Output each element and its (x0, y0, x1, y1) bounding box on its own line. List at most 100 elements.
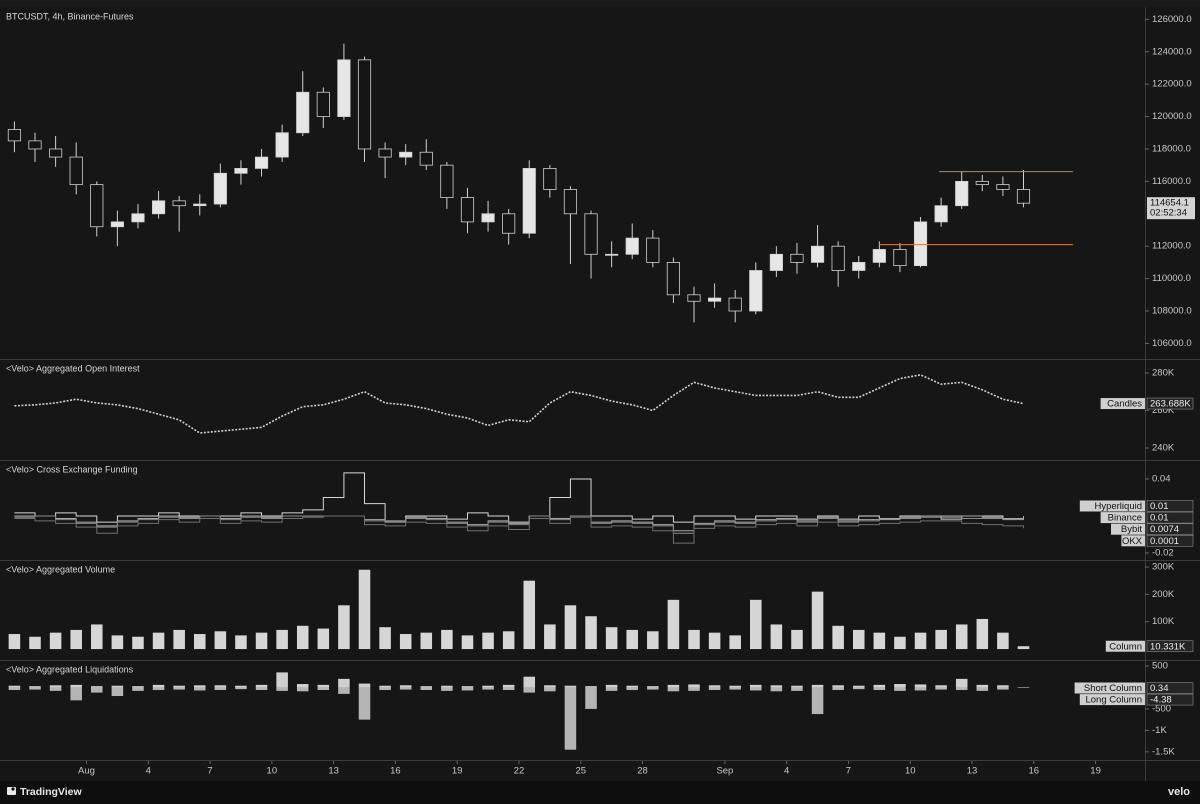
x-tick-label: Aug (78, 766, 95, 777)
x-tick-label: 10 (267, 766, 278, 777)
volume-bar (214, 631, 227, 650)
volume-bar (296, 625, 309, 650)
legend-value-box (1146, 682, 1194, 694)
liquidation-bar (688, 687, 700, 691)
legend-value: 0.34 (1150, 683, 1169, 694)
liquidation-bar (91, 686, 103, 688)
liquidation-bar (667, 687, 680, 692)
candle-body (7, 129, 21, 142)
volume-bar (832, 625, 844, 650)
legend-value-box (1146, 523, 1194, 536)
volume-bar (894, 636, 906, 650)
countdown: 02:52:34 (1150, 208, 1187, 219)
volume-bar (997, 632, 1009, 650)
liquidation-bar (461, 687, 474, 691)
legend-value: 0.01 (1150, 513, 1169, 524)
liquidation-bar (914, 684, 927, 688)
x-tick-label: 13 (967, 766, 978, 777)
x-tick-label: 19 (1090, 766, 1101, 777)
liquidation-bar (894, 684, 906, 688)
candle-body (378, 148, 392, 158)
candle-body (90, 184, 104, 228)
volume-bar (29, 636, 41, 650)
y-tick-label: 120000.0 (1152, 111, 1192, 122)
liquidation-bar (235, 687, 247, 690)
liquidation-bar (296, 687, 309, 692)
x-tick-label: 7 (207, 766, 212, 777)
liquidation-bar (132, 687, 144, 691)
volume-bar (935, 629, 947, 650)
liquidation-bar (70, 684, 82, 688)
liquidation-bar (152, 684, 165, 688)
volume-bar (852, 629, 865, 650)
volume-bar (358, 569, 371, 650)
candle-body (625, 237, 639, 255)
liquidation-bar (8, 685, 21, 688)
liquidation-bar (750, 687, 762, 691)
liquidation-bar (461, 686, 474, 688)
candle-body (852, 261, 866, 271)
liquidation-bar (955, 687, 968, 691)
candle-body (254, 156, 269, 169)
liquidation-bar (832, 685, 844, 688)
pane-marks (14, 472, 1024, 544)
volume-bar (750, 599, 762, 650)
y-tick-label: 116000.0 (1152, 176, 1191, 187)
volume-bar (1017, 646, 1030, 650)
candle-body (687, 294, 701, 302)
candle-body (975, 180, 989, 186)
x-tick-label: Sep (716, 766, 733, 777)
liquidation-bar (111, 685, 124, 688)
volume-bar (8, 634, 21, 650)
liquidation-bar (255, 687, 268, 691)
pane-title: <Velo> Aggregated Volume (6, 564, 115, 574)
liquidation-bar (791, 685, 803, 688)
tradingview-logo (7, 787, 16, 795)
volume-bar (482, 632, 494, 650)
legend-name-box (1100, 398, 1145, 410)
legend-name-box (1079, 694, 1145, 706)
funding-line (14, 515, 1024, 544)
legend-value-box (1146, 693, 1194, 706)
liquidation-bar (502, 684, 515, 688)
legend-name: Bybit (1121, 524, 1142, 535)
legend-value: 0.0074 (1150, 524, 1179, 535)
volume-bar (379, 627, 391, 650)
candle-body (502, 213, 516, 234)
candle-body (913, 221, 928, 267)
liquidation-bar (379, 687, 391, 691)
liquidation-bar (811, 687, 824, 715)
liquidation-bar (585, 687, 597, 709)
liquidation-bar (564, 687, 577, 750)
legend-value-box (1146, 511, 1194, 524)
liquidation-bar (214, 687, 227, 691)
oi-line (14, 373, 1024, 434)
volume-bar (626, 629, 638, 650)
liquidation-bar (935, 685, 947, 688)
volume-bar (605, 627, 618, 650)
footer-bar (0, 781, 1200, 804)
x-tick-label: 4 (146, 766, 151, 777)
y-tick-label: 126000.0 (1152, 14, 1192, 25)
last-price: 114654.1 (1150, 198, 1189, 209)
y-tick-label: 240K (1152, 443, 1175, 454)
volume-bar (976, 618, 989, 650)
y-tick-label: 110000.0 (1152, 273, 1191, 284)
liquidation-bar (276, 672, 288, 688)
liquidation-bar (173, 685, 185, 688)
liquidation-bar (358, 687, 371, 720)
volume-bar (564, 605, 577, 650)
liquidation-bar (317, 684, 330, 688)
y-tick-label: 122000.0 (1152, 79, 1192, 90)
liquidation-bar (358, 683, 371, 688)
candle-body (522, 168, 536, 234)
volume-bar (152, 632, 165, 650)
liquidation-bar (976, 687, 989, 691)
liquidation-bar (317, 687, 330, 691)
x-tick-label: 4 (784, 766, 789, 777)
legend-name: OKX (1122, 536, 1143, 547)
candle-body (749, 270, 763, 312)
legend-value-box (1146, 397, 1194, 410)
candle-body (934, 205, 948, 223)
liquidation-bar (564, 685, 577, 688)
